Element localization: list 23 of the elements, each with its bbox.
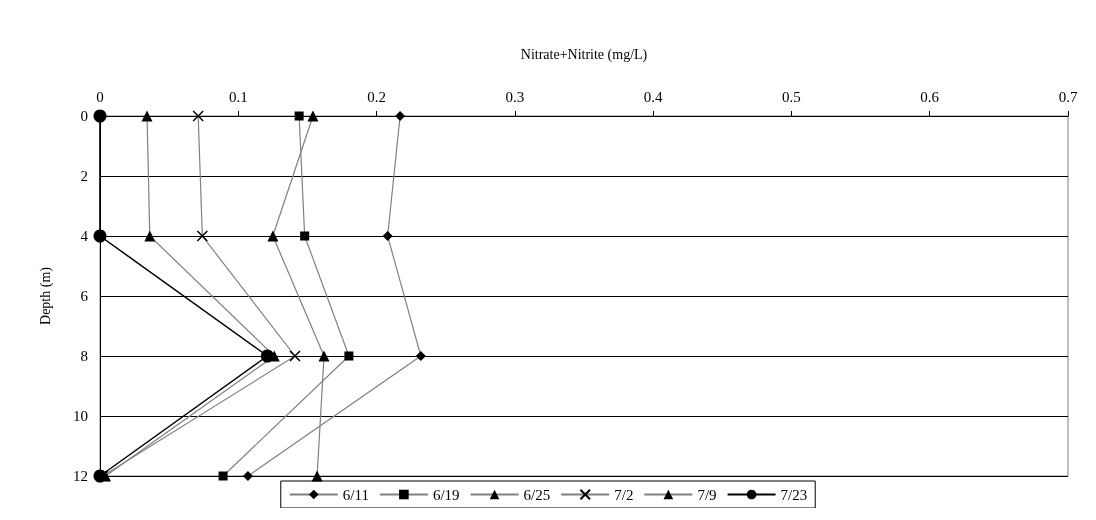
x-tick-label: 0.1 bbox=[228, 88, 248, 105]
x-tick-label: 0.3 bbox=[505, 88, 525, 105]
x-tick-label: 0.7 bbox=[1058, 88, 1078, 105]
legend-label: 6/19 bbox=[432, 486, 460, 503]
y-tick-label: 2 bbox=[80, 168, 88, 184]
y-tick-label: 0 bbox=[80, 108, 88, 124]
y-tick-label: 6 bbox=[80, 288, 89, 304]
y-tick-label: 12 bbox=[73, 468, 88, 484]
y-axis-title: Depth (m) bbox=[37, 266, 54, 325]
x-tick-label: 0 bbox=[96, 88, 104, 105]
x-tick-label: 0.2 bbox=[367, 88, 386, 105]
legend-label: 6/25 bbox=[523, 486, 551, 503]
x-tick-label: 0.4 bbox=[643, 88, 664, 105]
x-axis-title: Nitrate+Nitrite (mg/L) bbox=[520, 46, 648, 63]
legend-label: 7/9 bbox=[697, 486, 717, 503]
x-tick-label: 0.5 bbox=[782, 88, 801, 105]
legend-label: 7/2 bbox=[614, 486, 634, 503]
y-tick-label: 4 bbox=[80, 228, 89, 244]
legend-label: 7/23 bbox=[780, 486, 808, 503]
y-tick-label: 8 bbox=[80, 348, 88, 364]
legend-label: 6/11 bbox=[342, 486, 369, 503]
y-tick-label: 10 bbox=[73, 408, 88, 424]
x-tick-label: 0.6 bbox=[920, 88, 940, 105]
